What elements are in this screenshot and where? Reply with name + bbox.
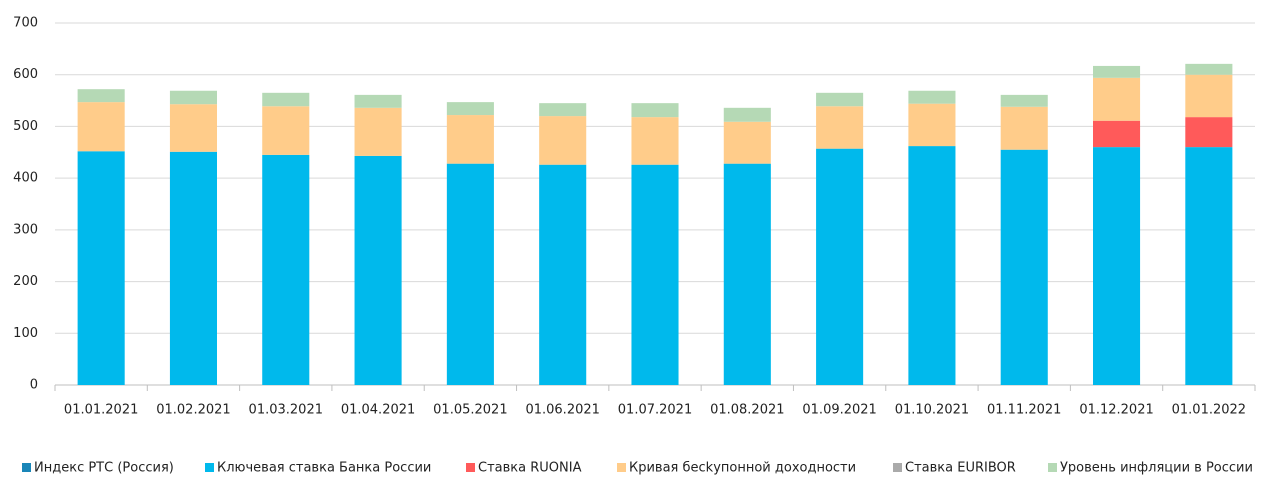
- legend-swatch: [205, 463, 214, 472]
- legend-swatch: [893, 463, 902, 472]
- bar-segment: [1185, 147, 1233, 385]
- bar-segment: [77, 89, 125, 103]
- legend-label: Ставка RUONIA: [478, 461, 582, 476]
- legend-swatch: [466, 463, 475, 472]
- bar-segment: [1000, 106, 1048, 150]
- bar-segment: [77, 151, 125, 385]
- x-tick-label: 01.03.2021: [249, 403, 323, 418]
- y-tick-label: 600: [13, 67, 38, 82]
- bar-segment: [169, 90, 217, 105]
- bar-segment: [908, 90, 956, 104]
- y-tick-label: 100: [13, 326, 38, 341]
- x-tick-label: 01.04.2021: [341, 403, 415, 418]
- legend-swatch: [617, 463, 626, 472]
- legend-label: Ключевая ставка Банка России: [217, 461, 431, 476]
- bar-segment: [908, 103, 956, 147]
- bar-segment: [631, 117, 679, 165]
- bar-segment: [354, 107, 402, 156]
- bar-segment: [262, 106, 310, 155]
- bar-segment: [446, 102, 494, 116]
- legend-label: Кривая бесkупонной доходности: [629, 461, 856, 476]
- bar-segment: [539, 116, 587, 165]
- bar-segment: [1093, 65, 1141, 78]
- bar-segment: [1093, 120, 1141, 148]
- y-tick-label: 0: [30, 378, 38, 393]
- bar-segment: [539, 103, 587, 117]
- x-tick-label: 01.08.2021: [710, 403, 784, 418]
- x-tick-label: 01.05.2021: [433, 403, 507, 418]
- bar-segment: [723, 163, 771, 385]
- x-tick-label: 01.01.2022: [1172, 403, 1246, 418]
- bar-segment: [908, 146, 956, 385]
- bar-segment: [169, 151, 217, 385]
- bar-segment: [1185, 74, 1233, 118]
- legend-swatch: [22, 463, 31, 472]
- x-tick-label: 01.07.2021: [618, 403, 692, 418]
- x-tick-label: 01.01.2021: [64, 403, 138, 418]
- x-tick-label: 01.10.2021: [895, 403, 969, 418]
- bar-segment: [816, 148, 864, 385]
- bar-segment: [1093, 147, 1141, 385]
- legend-label: Индекс РТС (Россия): [34, 461, 174, 476]
- bar-segment: [631, 164, 679, 385]
- bar-segment: [723, 107, 771, 122]
- bar-segment: [446, 163, 494, 385]
- y-tick-label: 700: [13, 16, 38, 31]
- bar-segment: [723, 121, 771, 164]
- bar-segment: [354, 94, 402, 108]
- bar-segment: [354, 155, 402, 385]
- bar-segment: [1000, 94, 1048, 107]
- bar-segment: [1185, 63, 1233, 75]
- y-tick-label: 200: [13, 274, 38, 289]
- x-tick-label: 01.09.2021: [802, 403, 876, 418]
- legend-label: Ставка EURIBOR: [905, 461, 1016, 476]
- bar-segment: [816, 92, 864, 107]
- legend-swatch: [1048, 463, 1057, 472]
- bar-segment: [1185, 117, 1233, 148]
- bar-segment: [262, 92, 310, 107]
- bar-segment: [262, 154, 310, 385]
- x-tick-label: 01.06.2021: [525, 403, 599, 418]
- bar-segment: [1000, 149, 1048, 385]
- y-tick-label: 300: [13, 222, 38, 237]
- bar-segment: [1093, 77, 1141, 121]
- bar-segment: [816, 106, 864, 149]
- bar-segment: [539, 164, 587, 385]
- bar-segment: [169, 104, 217, 152]
- y-tick-label: 400: [13, 171, 38, 186]
- bar-segment: [631, 103, 679, 118]
- x-tick-label: 01.02.2021: [156, 403, 230, 418]
- x-tick-label: 01.12.2021: [1079, 403, 1153, 418]
- y-tick-label: 500: [13, 119, 38, 134]
- legend-label: Уровень инфляции в России: [1060, 461, 1253, 476]
- bar-segment: [77, 102, 125, 152]
- x-tick-label: 01.11.2021: [987, 403, 1061, 418]
- bar-segment: [446, 115, 494, 164]
